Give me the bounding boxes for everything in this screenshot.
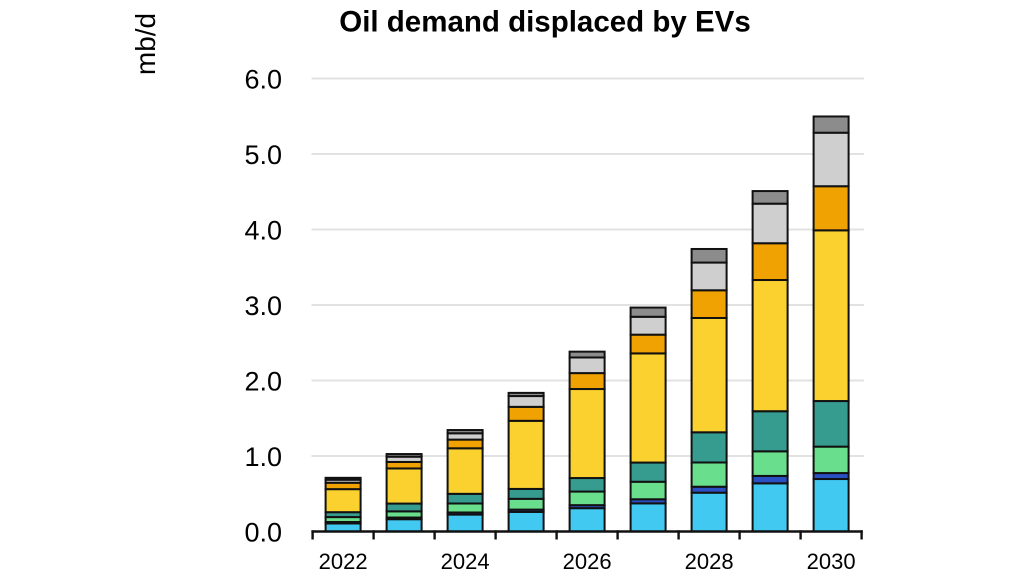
svg-text:2.0: 2.0 — [244, 366, 282, 396]
svg-text:2030: 2030 — [807, 549, 856, 574]
svg-text:2026: 2026 — [563, 549, 612, 574]
svg-text:3.0: 3.0 — [244, 291, 282, 321]
svg-text:6.0: 6.0 — [244, 64, 282, 94]
svg-text:0.0: 0.0 — [244, 517, 282, 547]
svg-text:2022: 2022 — [319, 549, 368, 574]
svg-text:2028: 2028 — [685, 549, 734, 574]
svg-text:Oil demand displaced by EVs: Oil demand displaced by EVs — [339, 6, 751, 39]
svg-text:5.0: 5.0 — [244, 140, 282, 170]
svg-text:4.0: 4.0 — [244, 215, 282, 245]
svg-text:1.0: 1.0 — [244, 442, 282, 472]
svg-text:2024: 2024 — [441, 549, 490, 574]
svg-text:mb/d: mb/d — [130, 13, 161, 75]
